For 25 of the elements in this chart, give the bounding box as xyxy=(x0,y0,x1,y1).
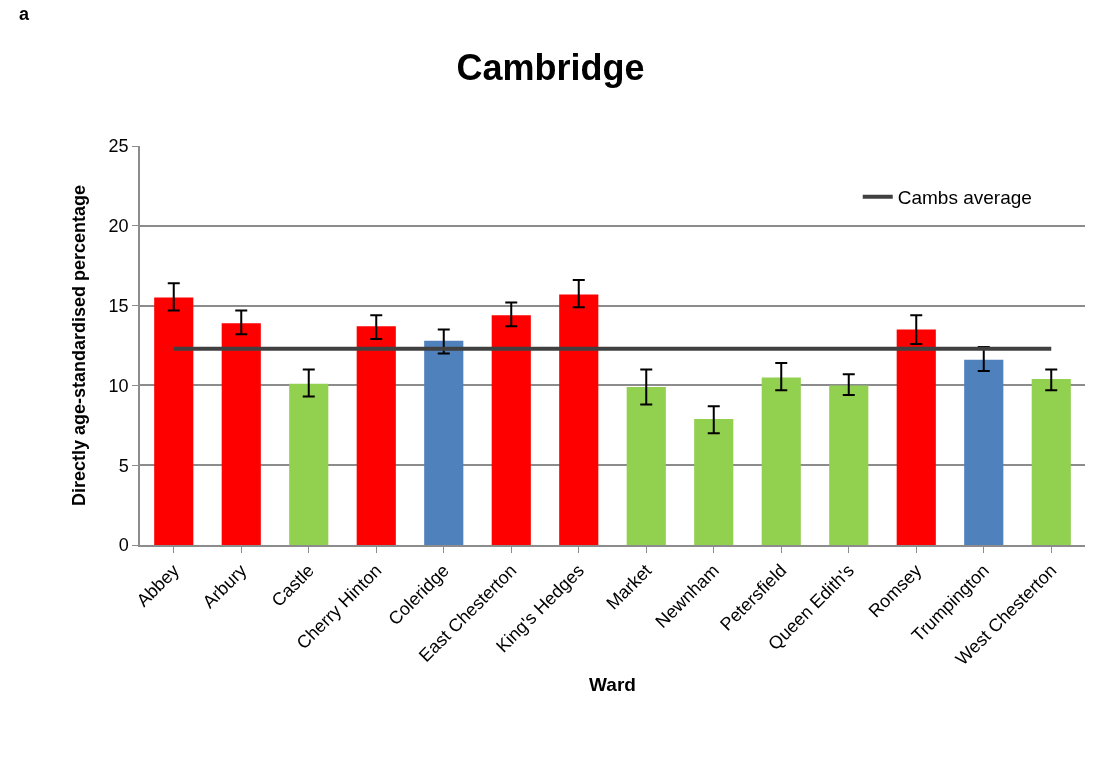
bar xyxy=(1031,379,1071,545)
x-axis-title: Ward xyxy=(589,674,636,696)
legend-label: Cambs average xyxy=(897,187,1032,209)
y-tick-label: 0 xyxy=(118,535,129,556)
chart-title: Cambridge xyxy=(456,47,645,89)
bar xyxy=(356,326,396,545)
bar xyxy=(829,385,869,545)
bar xyxy=(761,377,801,545)
bar xyxy=(694,418,734,545)
bar xyxy=(491,315,531,545)
y-tick-label: 25 xyxy=(108,136,129,157)
bar xyxy=(559,294,599,545)
y-axis-title: Directly age-standardised percentage xyxy=(69,184,90,507)
bar xyxy=(289,383,329,545)
bar xyxy=(424,340,464,545)
y-tick-label: 20 xyxy=(108,216,129,237)
bar xyxy=(221,323,261,545)
text: a xyxy=(19,4,30,24)
bar xyxy=(896,329,936,545)
y-tick-label: 5 xyxy=(118,455,129,476)
bar xyxy=(154,297,194,545)
bar xyxy=(964,359,1004,545)
y-tick-label: 10 xyxy=(108,375,129,396)
y-tick-label: 15 xyxy=(108,295,129,316)
bar xyxy=(626,387,666,545)
